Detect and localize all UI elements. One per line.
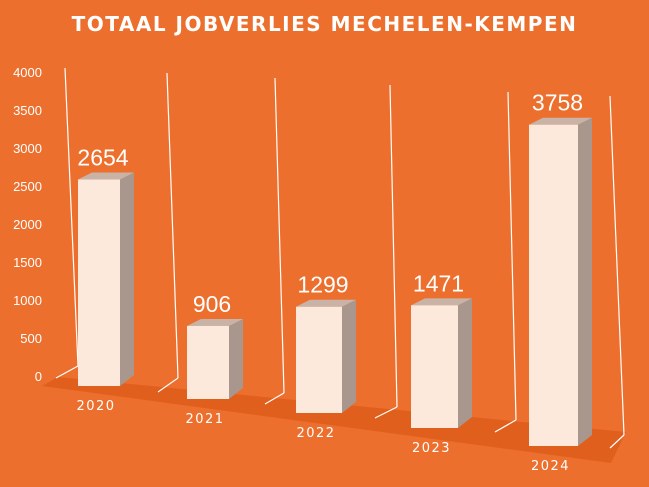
y-tick-label: 500	[20, 331, 42, 346]
y-tick-label: 2500	[13, 179, 42, 194]
x-tick-label: 2023	[412, 441, 451, 456]
floor-edge	[55, 365, 79, 379]
chart-title: TOTAAL JOBVERLIES MECHELEN-KEMPEN	[71, 12, 578, 36]
category-divider	[166, 72, 179, 379]
floor-edge	[264, 392, 285, 405]
bar-side	[578, 117, 592, 446]
bar	[187, 325, 229, 399]
y-tick-label: 0	[35, 369, 42, 384]
floor-edge	[374, 406, 398, 419]
bar-side	[342, 299, 356, 413]
y-tick-label: 1000	[13, 293, 42, 308]
floor-edge	[494, 419, 517, 433]
y-tick-label: 3500	[13, 103, 42, 118]
x-tick-label: 2021	[185, 412, 224, 427]
data-label: 906	[193, 291, 231, 317]
bar	[529, 124, 578, 446]
bar-side	[120, 172, 134, 386]
y-tick-label: 4000	[13, 65, 42, 80]
bar-top	[187, 318, 243, 326]
bar-side	[458, 298, 472, 428]
x-tick-label: 2024	[531, 459, 570, 474]
data-label: 1299	[297, 272, 348, 298]
category-divider	[609, 95, 625, 436]
category-divider	[64, 67, 79, 367]
x-tick-label: 2022	[296, 426, 335, 441]
bar	[296, 306, 342, 413]
bar-top	[529, 117, 592, 125]
category-divider	[507, 91, 517, 421]
y-tick-label: 3000	[13, 141, 42, 156]
floor-edge	[609, 434, 625, 449]
data-label: 2654	[77, 145, 128, 171]
category-divider	[389, 84, 398, 408]
bar	[411, 305, 458, 428]
y-tick-label: 2000	[13, 217, 42, 232]
data-label: 1471	[413, 270, 464, 296]
bar-top	[78, 172, 134, 180]
category-divider	[274, 77, 285, 394]
bar-top	[296, 299, 356, 307]
bar	[78, 179, 120, 386]
floor-edge	[157, 377, 179, 393]
bar-side	[229, 318, 243, 399]
y-tick-label: 1500	[13, 255, 42, 270]
bar-top	[411, 298, 472, 306]
data-label: 3758	[532, 90, 583, 116]
x-tick-label: 2020	[76, 399, 115, 414]
